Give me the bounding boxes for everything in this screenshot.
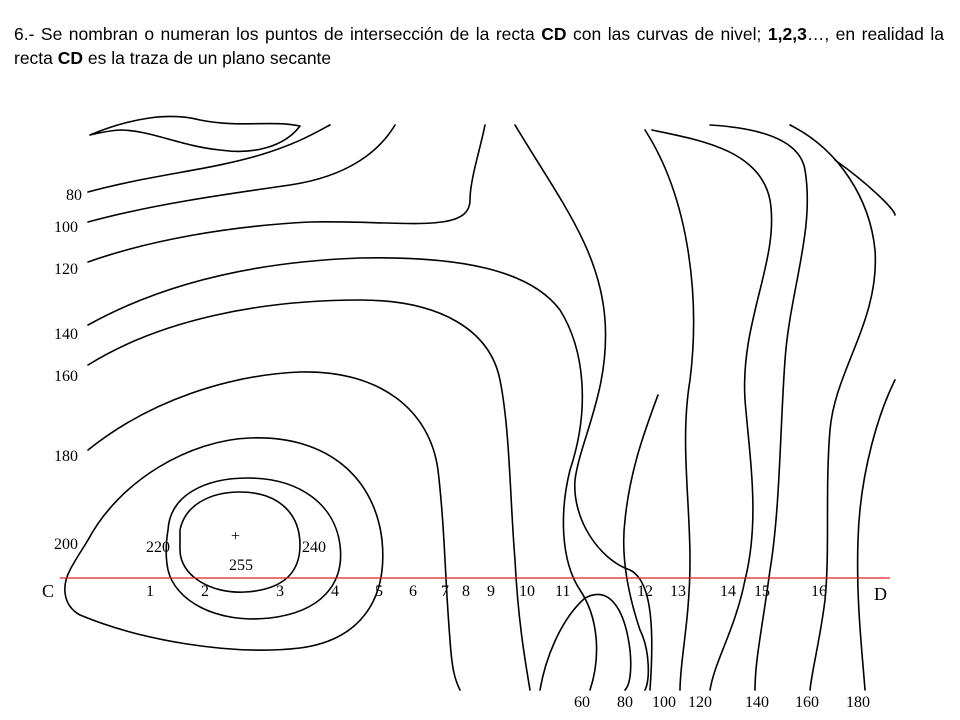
contour-120-right — [709, 124, 809, 691]
contour-120 — [87, 124, 486, 263]
label-80: 80 — [66, 187, 82, 204]
point-10: 10 — [519, 583, 535, 600]
contour-160 — [87, 299, 531, 691]
contour-200 — [64, 437, 384, 651]
bottom-label-120: 120 — [688, 694, 712, 711]
contour-80-top — [89, 115, 301, 153]
point-8: 8 — [462, 583, 470, 600]
bottom-label-140: 140 — [745, 694, 769, 711]
contour-180-right — [856, 379, 896, 691]
heading-text-1: 6.- Se nombran o numeran los puntos de i… — [14, 24, 542, 44]
bottom-label-60: 60 — [574, 694, 590, 711]
contour-80 — [87, 124, 331, 193]
peak-labels: 220 240 255 + — [146, 528, 326, 574]
intersection-points: 1 2 3 4 5 6 7 8 9 10 11 12 13 14 15 16 — [146, 583, 827, 600]
point-6: 6 — [409, 583, 417, 600]
label-180: 180 — [54, 448, 78, 465]
instruction-text: 6.- Se nombran o numeran los puntos de i… — [14, 22, 944, 70]
point-14: 14 — [720, 583, 736, 600]
point-11: 11 — [555, 583, 570, 600]
point-3: 3 — [276, 583, 284, 600]
label-140: 140 — [54, 326, 78, 343]
bottom-elevation-labels: 60 80 100 120 140 160 180 — [574, 694, 870, 711]
contour-60 — [514, 124, 653, 691]
point-1: 1 — [146, 583, 154, 600]
contour-80-right — [644, 129, 695, 691]
label-200: 200 — [54, 536, 78, 553]
point-4: 4 — [331, 583, 339, 600]
contour-140-right — [789, 124, 877, 691]
label-255: 255 — [229, 557, 253, 574]
point-16: 16 — [811, 583, 827, 600]
peak-marker: + — [231, 528, 240, 545]
point-13: 13 — [670, 583, 686, 600]
point-15: 15 — [754, 583, 770, 600]
bottom-label-180: 180 — [846, 694, 870, 711]
bottom-label-160: 160 — [795, 694, 819, 711]
bottom-label-80: 80 — [617, 694, 633, 711]
point-7: 7 — [441, 583, 449, 600]
contour-160-right — [834, 159, 896, 216]
heading-text-4: es la traza de un plano secante — [83, 48, 332, 68]
point-2: 2 — [201, 583, 209, 600]
contour-100-right — [651, 129, 773, 691]
contour-spike — [622, 394, 659, 691]
point-12: 12 — [637, 583, 653, 600]
label-120: 120 — [54, 261, 78, 278]
line-start-c: C — [42, 581, 54, 601]
heading-bold-points: 1,2,3 — [767, 24, 807, 44]
contour-lines — [64, 115, 896, 691]
bottom-label-100: 100 — [652, 694, 676, 711]
contour-240 — [179, 491, 301, 593]
contour-100 — [87, 124, 396, 223]
left-elevation-labels: 80 100 120 140 160 180 200 — [54, 187, 82, 553]
label-220: 220 — [146, 539, 170, 556]
heading-bold-cd-2: CD — [57, 48, 84, 68]
label-100: 100 — [54, 219, 78, 236]
label-240: 240 — [302, 539, 326, 556]
contour-220 — [165, 477, 342, 620]
contour-60-loop — [539, 593, 632, 691]
heading-bold-cd-1: CD — [541, 24, 567, 44]
heading-text-3: …, en realidad la recta — [14, 24, 944, 68]
contour-180 — [87, 371, 461, 691]
heading-text-2: con las curvas de nivel; — [566, 24, 768, 44]
contour-140 — [87, 257, 598, 691]
point-5: 5 — [375, 583, 383, 600]
label-160: 160 — [54, 368, 78, 385]
point-9: 9 — [487, 583, 495, 600]
line-end-d: D — [874, 584, 887, 604]
